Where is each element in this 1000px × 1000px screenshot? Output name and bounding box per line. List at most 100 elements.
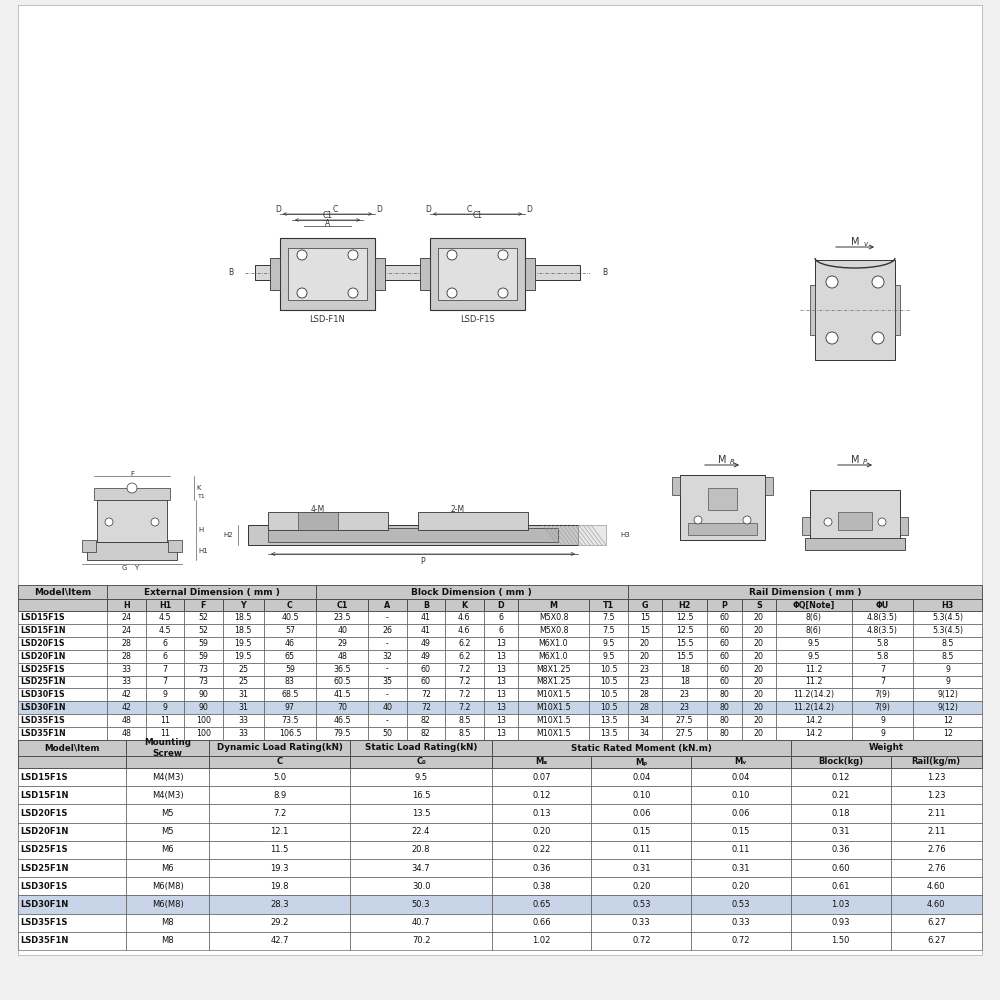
Bar	[223, 714, 264, 727]
Circle shape	[297, 288, 307, 298]
Text: 9: 9	[880, 716, 885, 725]
Text: 33: 33	[121, 665, 131, 674]
Text: 46: 46	[285, 639, 295, 648]
Bar	[662, 727, 707, 740]
Bar	[375, 258, 385, 290]
Bar	[852, 714, 913, 727]
Bar	[264, 714, 316, 727]
Bar	[270, 258, 280, 290]
Text: 9: 9	[162, 690, 167, 699]
Bar	[264, 599, 316, 611]
Bar	[776, 624, 852, 637]
Bar	[223, 599, 264, 611]
Text: 0.31: 0.31	[632, 864, 651, 873]
Bar	[280, 238, 375, 310]
Bar	[591, 756, 691, 768]
Bar	[591, 768, 691, 786]
Text: 13: 13	[496, 665, 506, 674]
Bar	[628, 714, 662, 727]
Text: LSD35F1S: LSD35F1S	[20, 716, 65, 725]
Text: 80: 80	[720, 690, 729, 699]
Text: 73: 73	[198, 665, 208, 674]
Text: 34.7: 34.7	[412, 864, 430, 873]
Text: 33: 33	[238, 716, 248, 725]
Text: ΦQ[Note]: ΦQ[Note]	[793, 600, 835, 609]
Bar	[810, 285, 815, 335]
Text: H: H	[123, 600, 130, 609]
Bar	[368, 701, 407, 714]
Bar	[223, 727, 264, 740]
Bar	[209, 841, 350, 859]
Bar	[484, 599, 518, 611]
Bar	[518, 688, 589, 701]
Bar	[209, 740, 350, 756]
Text: 1.50: 1.50	[832, 936, 850, 945]
Text: 20: 20	[754, 665, 764, 674]
Bar	[223, 701, 264, 714]
Bar	[484, 727, 518, 740]
Text: 0.72: 0.72	[732, 936, 750, 945]
Bar	[662, 611, 707, 624]
Bar	[589, 688, 628, 701]
Text: 1.23: 1.23	[927, 773, 946, 782]
Bar	[18, 5, 982, 585]
Text: 0.53: 0.53	[732, 900, 750, 909]
Bar	[368, 650, 407, 663]
Circle shape	[498, 250, 508, 260]
Text: 0.60: 0.60	[831, 864, 850, 873]
Bar	[589, 714, 628, 727]
Text: 18: 18	[680, 677, 690, 686]
Bar	[518, 676, 589, 688]
Bar	[94, 488, 170, 500]
Text: 0.04: 0.04	[632, 773, 650, 782]
Bar	[184, 701, 223, 714]
Text: 2.76: 2.76	[927, 864, 946, 873]
Bar	[900, 517, 908, 535]
Text: 68.5: 68.5	[281, 690, 299, 699]
Text: 0.20: 0.20	[632, 882, 650, 891]
Text: Weight: Weight	[869, 744, 904, 752]
Bar	[791, 823, 891, 841]
Bar	[18, 624, 107, 637]
Text: 59: 59	[198, 639, 208, 648]
Text: 52: 52	[198, 613, 208, 622]
Text: M5X0.8: M5X0.8	[539, 613, 568, 622]
Text: 33: 33	[121, 677, 131, 686]
Bar	[589, 624, 628, 637]
Bar	[18, 756, 126, 768]
Text: 65: 65	[285, 652, 295, 661]
Bar	[492, 804, 591, 823]
Bar	[223, 637, 264, 650]
Circle shape	[348, 250, 358, 260]
Text: External Dimension ( mm ): External Dimension ( mm )	[144, 587, 280, 596]
Bar	[126, 740, 209, 756]
Bar	[688, 523, 757, 535]
Text: C1: C1	[322, 211, 332, 220]
Text: M4(M3): M4(M3)	[152, 773, 183, 782]
Bar	[891, 895, 982, 914]
Text: LSD25F1N: LSD25F1N	[20, 864, 68, 873]
Bar	[589, 611, 628, 624]
Text: 18: 18	[680, 665, 690, 674]
Bar	[407, 663, 445, 676]
Bar	[742, 676, 776, 688]
Bar	[891, 786, 982, 804]
Text: 4.60: 4.60	[927, 900, 946, 909]
Bar	[107, 663, 146, 676]
Text: 60: 60	[421, 677, 431, 686]
Circle shape	[348, 288, 358, 298]
Text: 0.20: 0.20	[532, 827, 551, 836]
Bar	[445, 727, 484, 740]
Bar	[895, 285, 900, 335]
Text: 40: 40	[382, 703, 392, 712]
Text: 34: 34	[640, 729, 650, 738]
Bar	[891, 877, 982, 895]
Text: 20: 20	[640, 639, 650, 648]
Text: 48: 48	[122, 716, 131, 725]
Bar	[518, 714, 589, 727]
Text: M8X1.25: M8X1.25	[536, 665, 571, 674]
Text: -: -	[386, 613, 389, 622]
Circle shape	[694, 516, 702, 524]
Bar	[126, 895, 209, 914]
Bar	[589, 701, 628, 714]
